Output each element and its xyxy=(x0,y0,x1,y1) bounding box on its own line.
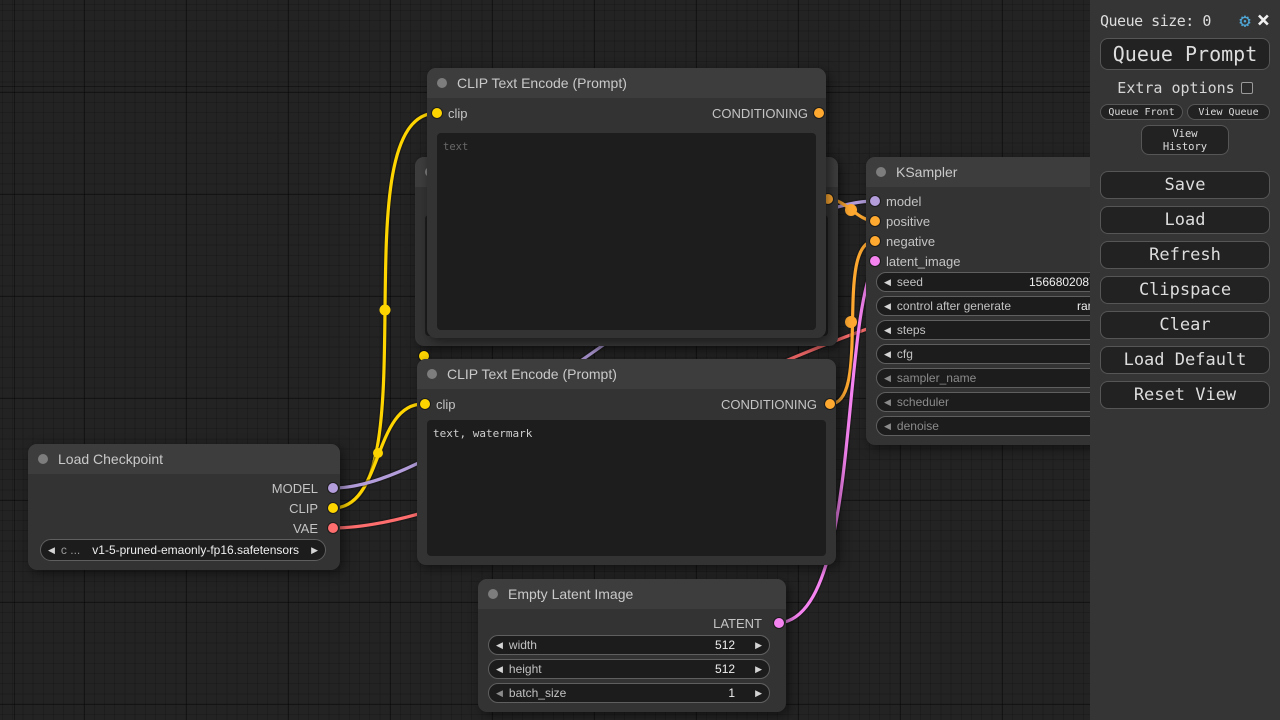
output-slot-latent[interactable] xyxy=(774,618,784,628)
input-slot-clip[interactable] xyxy=(432,108,442,118)
reset-view-button[interactable]: Reset View xyxy=(1100,381,1270,409)
prompt-textarea[interactable]: text xyxy=(437,133,816,330)
extra-options-label: Extra options xyxy=(1117,79,1235,97)
comfy-menu: Queue size: 0 ⚙ × Queue Prompt Extra opt… xyxy=(1090,0,1280,720)
output-slot-conditioning[interactable] xyxy=(825,399,835,409)
output-slot-clip[interactable] xyxy=(328,503,338,513)
node-title: KSampler xyxy=(896,164,958,180)
queue-prompt-button[interactable]: Queue Prompt xyxy=(1100,38,1270,70)
collapse-dot[interactable] xyxy=(427,369,437,379)
collapse-dot[interactable] xyxy=(488,589,498,599)
output-slot-conditioning[interactable] xyxy=(823,194,833,204)
node-title: CLIP Text Encode (Prompt) xyxy=(457,75,627,91)
output-label: MODEL xyxy=(271,481,318,496)
settings-gear-icon[interactable]: ⚙ xyxy=(1239,10,1251,32)
output-label: CONDITIONING xyxy=(711,106,808,121)
node-clip-text-encode-2[interactable]: CLIP Text Encode (Prompt) clip CONDITION… xyxy=(417,359,836,565)
input-slot-negative[interactable] xyxy=(870,236,880,246)
load-button[interactable]: Load xyxy=(1100,206,1270,234)
widget-scheduler[interactable]: ◀ scheduler ▶ xyxy=(876,392,1090,412)
collapse-dot[interactable] xyxy=(876,167,886,177)
output-label: CONDITIONING xyxy=(720,397,817,412)
input-label: clip xyxy=(448,106,468,121)
widget-denoise[interactable]: ◀ denoise ▶ xyxy=(876,416,1090,436)
refresh-button[interactable]: Refresh xyxy=(1100,241,1270,269)
widget-value: 512 xyxy=(715,662,736,676)
input-label: latent_image xyxy=(886,254,961,269)
textarea-placeholder: text xyxy=(443,141,469,153)
queue-size-label: Queue size: 0 xyxy=(1100,12,1211,30)
input-slot-model[interactable] xyxy=(870,196,880,206)
close-menu-icon[interactable]: × xyxy=(1256,8,1270,33)
widget-steps[interactable]: ◀ steps ▶ xyxy=(876,320,1090,340)
widget-value: 1 xyxy=(728,686,736,700)
output-label: VAE xyxy=(292,521,318,536)
prev-option-icon[interactable]: ◀ xyxy=(884,397,891,407)
widget-control-after-generate[interactable]: ◀ control after generate ran ▶ xyxy=(876,296,1090,316)
output-slot-model[interactable] xyxy=(328,483,338,493)
input-label: positive xyxy=(886,214,931,229)
widget-value: 1566802087 xyxy=(1029,275,1090,289)
input-slot-clip[interactable] xyxy=(420,399,430,409)
output-label: LATENT xyxy=(713,616,762,631)
collapse-dot[interactable] xyxy=(38,454,48,464)
prev-option-icon[interactable]: ◀ xyxy=(48,545,55,555)
decrement-icon[interactable]: ◀ xyxy=(884,301,891,311)
input-label: model xyxy=(886,194,922,209)
collapse-dot[interactable] xyxy=(437,78,447,88)
input-slot-clip[interactable] xyxy=(419,351,429,361)
decrement-icon[interactable]: ◀ xyxy=(496,688,503,698)
save-button[interactable]: Save xyxy=(1100,171,1270,199)
prev-option-icon[interactable]: ◀ xyxy=(884,373,891,383)
node-title: Empty Latent Image xyxy=(508,586,634,602)
load-default-button[interactable]: Load Default xyxy=(1100,346,1270,374)
widget-value: v1-5-pruned-emaonly-fp16.safetensors xyxy=(92,543,300,557)
next-option-icon[interactable]: ▶ xyxy=(311,545,318,555)
input-label: negative xyxy=(886,234,936,249)
widget-seed[interactable]: ◀ seed 1566802087 ▶ xyxy=(876,272,1090,292)
prompt-text: text, watermark xyxy=(433,427,533,440)
widget-cfg[interactable]: ◀ cfg ▶ xyxy=(876,344,1090,364)
decrement-icon[interactable]: ◀ xyxy=(884,349,891,359)
node-title: Load Checkpoint xyxy=(58,451,164,467)
increment-icon[interactable]: ▶ xyxy=(755,688,762,698)
node-load-checkpoint[interactable]: Load Checkpoint MODEL CLIP VAE ◀ c ... v… xyxy=(28,444,340,570)
queue-front-button[interactable]: Queue Front xyxy=(1100,104,1183,120)
node-empty-latent-image[interactable]: Empty Latent Image LATENT ◀ width 512 ▶ … xyxy=(478,579,786,712)
widget-ckpt-name[interactable]: ◀ c ... v1-5-pruned-emaonly-fp16.safeten… xyxy=(40,539,326,561)
input-slot-positive[interactable] xyxy=(870,216,880,226)
decrement-icon[interactable]: ◀ xyxy=(496,640,503,650)
clipspace-button[interactable]: Clipspace xyxy=(1100,276,1270,304)
node-graph-canvas[interactable]: be bo CLIP Text Encode (Prompt) clip CON… xyxy=(0,0,1090,720)
node-clip-text-encode-1[interactable]: CLIP Text Encode (Prompt) clip CONDITION… xyxy=(427,68,826,338)
input-slot-latent-image[interactable] xyxy=(870,256,880,266)
decrement-icon[interactable]: ◀ xyxy=(496,664,503,674)
widget-batch-size[interactable]: ◀ batch_size 1 ▶ xyxy=(488,683,770,703)
increment-icon[interactable]: ▶ xyxy=(755,664,762,674)
widget-sampler-name[interactable]: ◀ sampler_name ▶ xyxy=(876,368,1090,388)
widget-width[interactable]: ◀ width 512 ▶ xyxy=(488,635,770,655)
node-ksampler[interactable]: KSampler model positive negative latent_… xyxy=(866,157,1090,445)
widget-value: ran xyxy=(1077,299,1090,313)
decrement-icon[interactable]: ◀ xyxy=(884,277,891,287)
widget-height[interactable]: ◀ height 512 ▶ xyxy=(488,659,770,679)
decrement-icon[interactable]: ◀ xyxy=(884,325,891,335)
output-label: CLIP xyxy=(289,501,318,516)
output-slot-vae[interactable] xyxy=(328,523,338,533)
view-history-button[interactable]: View History xyxy=(1141,125,1229,155)
output-slot-conditioning[interactable] xyxy=(814,108,824,118)
node-title: CLIP Text Encode (Prompt) xyxy=(447,366,617,382)
clear-button[interactable]: Clear xyxy=(1100,311,1270,339)
extra-options-checkbox[interactable] xyxy=(1240,82,1253,94)
widget-value: 512 xyxy=(715,638,736,652)
prompt-textarea[interactable]: text, watermark xyxy=(427,420,826,556)
decrement-icon[interactable]: ◀ xyxy=(884,421,891,431)
input-label: clip xyxy=(436,397,456,412)
increment-icon[interactable]: ▶ xyxy=(755,640,762,650)
view-queue-button[interactable]: View Queue xyxy=(1187,104,1270,120)
